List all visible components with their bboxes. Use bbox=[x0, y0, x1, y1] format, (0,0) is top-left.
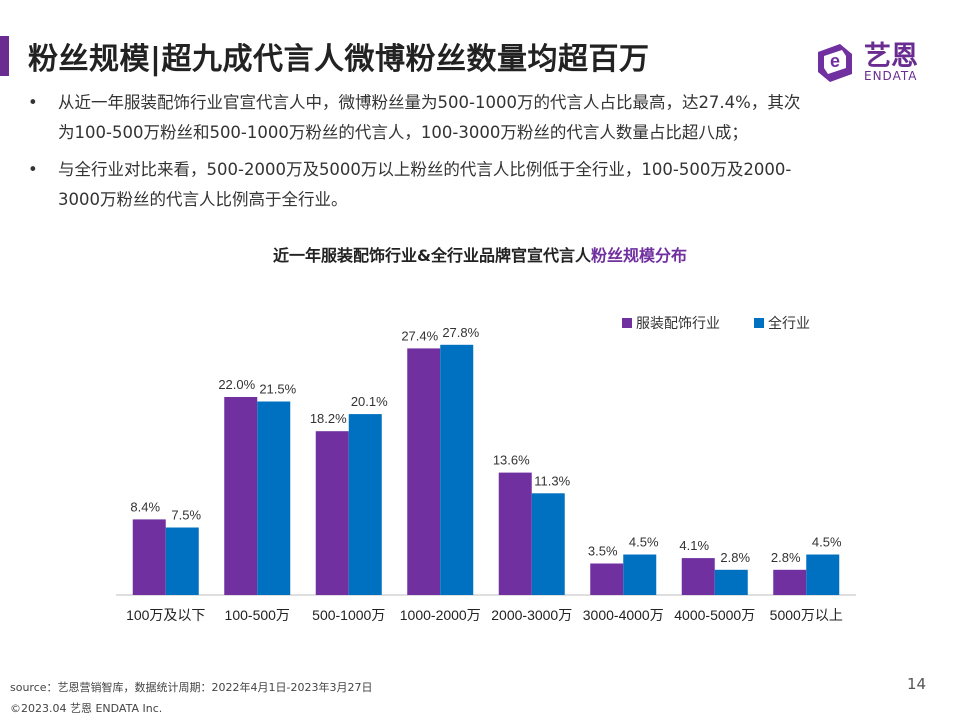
bar-chart: 8.4% 7.5% 100万及以下 22.0% 21.5% 100-500万 18.2% 20… bbox=[116, 315, 856, 623]
title-accent-bar bbox=[0, 36, 9, 76]
data-label: 4.1% bbox=[679, 538, 709, 553]
bar-all-industry bbox=[714, 569, 748, 595]
data-label: 7.5% bbox=[171, 508, 201, 523]
data-label: 20.1% bbox=[351, 394, 388, 409]
data-label: 27.8% bbox=[442, 325, 479, 340]
data-label: 22.0% bbox=[218, 377, 255, 392]
data-label: 2.8% bbox=[720, 550, 750, 565]
endata-logo: e 艺恩 ENDATA bbox=[812, 36, 942, 88]
logo-en-text: ENDATA bbox=[864, 69, 918, 83]
data-label: 4.5% bbox=[812, 535, 842, 550]
bar-all-industry bbox=[806, 554, 840, 595]
data-label: 11.3% bbox=[534, 473, 570, 488]
bar-all-industry bbox=[440, 344, 474, 595]
summary-bullets: • 从近一年服装配饰行业官宣代言人中，微博粉丝量为500-1000万的代言人占比… bbox=[28, 88, 928, 222]
bar-all-industry bbox=[531, 493, 565, 595]
svg-text:e: e bbox=[830, 51, 840, 71]
data-label: 13.6% bbox=[493, 453, 530, 468]
bullet-line: 从近一年服装配饰行业官宣代言人中，微博粉丝量为500-1000万的代言人占比最高… bbox=[58, 93, 801, 112]
source-note: source：艺恩营销智库，数据统计周期：2022年4月1日-2023年3月27… bbox=[10, 681, 373, 694]
page-title: 粉丝规模|超九成代言人微博粉丝数量均超百万 bbox=[28, 42, 650, 77]
legend-label: 全行业 bbox=[768, 315, 810, 331]
bullet-item: • 从近一年服装配饰行业官宣代言人中，微博粉丝量为500-1000万的代言人占比… bbox=[28, 88, 928, 148]
category-label: 100-500万 bbox=[225, 607, 290, 623]
category-label: 3000-4000万 bbox=[583, 607, 664, 623]
data-label: 27.4% bbox=[401, 328, 438, 343]
bar-apparel bbox=[224, 397, 258, 595]
data-label: 18.2% bbox=[310, 411, 347, 426]
bar-apparel bbox=[773, 569, 807, 595]
logo-cn-text: 艺恩 bbox=[864, 41, 918, 72]
bullet-line: 为100-500万粉丝和500-1000万粉丝的代言人，100-3000万粉丝的… bbox=[58, 123, 748, 142]
legend-swatch bbox=[754, 318, 764, 328]
bullet-item: • 与全行业对比来看，500-2000万及5000万以上粉丝的代言人比例低于全行… bbox=[28, 155, 928, 215]
data-label: 3.5% bbox=[588, 544, 618, 559]
bar-all-industry bbox=[165, 527, 199, 595]
bar-apparel bbox=[407, 348, 441, 595]
category-label: 500-1000万 bbox=[312, 607, 385, 623]
data-label: 8.4% bbox=[130, 499, 160, 514]
bar-apparel bbox=[132, 519, 166, 595]
chart-title: 近一年服装配饰行业&全行业品牌官宣代言人粉丝规模分布 bbox=[0, 242, 960, 266]
page-number: 14 bbox=[907, 675, 927, 693]
data-label: 4.5% bbox=[629, 535, 659, 550]
bullet-line: 与全行业对比来看，500-2000万及5000万以上粉丝的代言人比例低于全行业，… bbox=[58, 160, 792, 179]
chart-title-highlight: 粉丝规模分布 bbox=[590, 246, 687, 265]
category-label: 1000-2000万 bbox=[400, 607, 481, 623]
category-label: 2000-3000万 bbox=[491, 607, 572, 623]
legend-swatch bbox=[622, 318, 632, 328]
data-label: 21.5% bbox=[259, 382, 296, 397]
bullet-dot: • bbox=[28, 93, 38, 112]
legend-label: 服装配饰行业 bbox=[636, 315, 720, 331]
bar-all-industry bbox=[348, 414, 382, 595]
logo-mark-icon: e bbox=[818, 44, 852, 82]
data-label: 2.8% bbox=[771, 550, 801, 565]
category-label: 100万及以下 bbox=[126, 607, 205, 623]
bar-apparel bbox=[590, 563, 624, 595]
bar-all-industry bbox=[623, 554, 657, 595]
bullet-dot: • bbox=[28, 160, 38, 179]
bar-apparel bbox=[498, 472, 532, 595]
category-label: 4000-5000万 bbox=[674, 607, 755, 623]
bar-apparel bbox=[315, 431, 349, 595]
chart-title-prefix: 近一年服装配饰行业&全行业品牌官宣代言人 bbox=[273, 246, 591, 265]
category-label: 5000万以上 bbox=[770, 607, 843, 623]
bar-apparel bbox=[681, 558, 715, 595]
bullet-line: 3000万粉丝的代言人比例高于全行业。 bbox=[58, 190, 348, 209]
bar-all-industry bbox=[257, 401, 291, 595]
copyright-note: ©2023.04 艺恩 ENDATA Inc. bbox=[10, 702, 163, 715]
